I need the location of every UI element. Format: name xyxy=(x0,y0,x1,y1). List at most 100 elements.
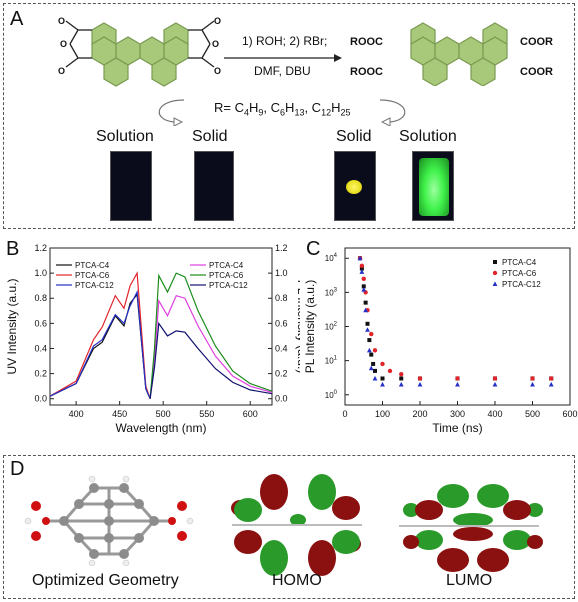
hydrogen-atom xyxy=(122,476,130,483)
y-tick-exponent: 0 xyxy=(334,390,338,396)
data-point-ptca-c4 xyxy=(380,376,385,381)
orbital-lobe xyxy=(453,527,493,541)
orbital-lobe xyxy=(453,513,493,527)
legend-label: PTCA-C6 xyxy=(502,269,537,278)
data-point-ptca-c6 xyxy=(492,376,498,381)
y-tick-label: 101 xyxy=(325,356,338,366)
series-line-ptca-c12 xyxy=(49,289,151,399)
reaction-arrow xyxy=(224,54,342,62)
hydrogen-atom xyxy=(24,517,32,525)
orbital-lobe xyxy=(437,548,469,572)
orbital-lobe xyxy=(260,474,288,510)
x-tick-label: 400 xyxy=(69,409,84,419)
legend-label: PTCA-C12 xyxy=(75,281,114,290)
x-tick-label: 600 xyxy=(562,409,577,419)
data-point-ptca-c6 xyxy=(361,276,366,281)
lumo-orbital xyxy=(399,484,543,572)
caption-solid-left: Solid xyxy=(192,128,228,145)
orbital-lobe xyxy=(415,530,443,550)
data-point-ptca-c12 xyxy=(492,381,498,387)
orbital-lobe xyxy=(503,530,531,550)
orbital-lobe xyxy=(308,540,336,576)
series-line-ptca-c6 xyxy=(149,272,273,399)
legend-marker xyxy=(493,260,497,264)
legend-label: PTCA-C12 xyxy=(209,281,248,290)
orbital-lobe xyxy=(437,484,469,508)
data-point-ptca-c4 xyxy=(373,368,377,373)
data-point-ptca-c12 xyxy=(380,381,385,387)
panel-d: D xyxy=(3,455,575,599)
data-point-ptca-c12 xyxy=(357,255,363,261)
orbital-lobe xyxy=(234,530,262,554)
x-axis-label: Time (ns) xyxy=(432,421,482,435)
data-point-ptca-c6 xyxy=(359,263,365,269)
carbon-atom xyxy=(89,483,99,493)
oxygen-label: O xyxy=(214,66,221,76)
y-tick-label-right: 0.6 xyxy=(275,318,288,328)
y-tick-label: 0.4 xyxy=(34,343,47,353)
panel-b-label: B xyxy=(6,238,20,260)
data-point-ptca-c4 xyxy=(359,266,364,271)
carbon-atom xyxy=(134,533,144,543)
carbon-atom xyxy=(104,516,114,526)
oxygen-label: O xyxy=(58,66,65,76)
x-tick-label: 500 xyxy=(525,409,540,419)
data-point-ptca-c12 xyxy=(368,365,374,371)
data-point-ptca-c6 xyxy=(455,376,460,381)
y-tick-label: 0.6 xyxy=(34,318,47,328)
data-point-ptca-c6 xyxy=(399,372,404,377)
carbon-atom xyxy=(134,499,144,509)
orbital-lobe xyxy=(527,503,543,517)
data-point-ptca-c12 xyxy=(530,381,535,387)
caption-solution-right: Solution xyxy=(399,128,457,145)
data-point-ptca-c12 xyxy=(366,347,372,353)
ring xyxy=(103,57,129,87)
y-tick-exponent: 1 xyxy=(334,356,338,362)
oxygen-label: O xyxy=(214,16,221,26)
x-axis-label: Wavelength (nm) xyxy=(116,421,207,435)
legend-marker xyxy=(492,270,498,276)
product-molecule xyxy=(410,22,508,86)
caption-lumo: LUMO xyxy=(446,572,493,589)
ring xyxy=(410,22,436,46)
legend-label: PTCA-C6 xyxy=(75,271,110,280)
caption-solution-left: Solution xyxy=(96,128,154,145)
oxygen-atom xyxy=(177,501,187,511)
oxygen-label: O xyxy=(58,16,65,26)
orbital-lobe xyxy=(290,514,306,526)
carbon-atom xyxy=(89,549,99,559)
plot-frame xyxy=(49,247,273,406)
series-line-ptca-c4 xyxy=(49,292,151,399)
y-tick-label-right: 0.4 xyxy=(275,343,288,353)
orbital-lobe xyxy=(332,496,360,520)
y-tick-label-right: 1.0 xyxy=(275,268,288,278)
oxygen-atom xyxy=(31,501,41,511)
carbon-atom xyxy=(119,549,129,559)
data-point-ptca-c12 xyxy=(455,381,460,387)
carbon-atom xyxy=(74,533,84,543)
x-tick-label: 400 xyxy=(487,409,502,419)
ring xyxy=(151,57,177,87)
oxygen-label: O xyxy=(60,39,67,49)
vial-solid-yellow xyxy=(334,151,376,221)
carbon-atom xyxy=(59,516,69,526)
y-tick-label: 0.8 xyxy=(34,293,47,303)
carbon-atom xyxy=(104,533,114,543)
y-axis-label: PL Intensity (a.u.) xyxy=(303,280,317,374)
caption-solid-right: Solid xyxy=(336,128,372,145)
legend-label: PTCA-C4 xyxy=(75,261,110,270)
curved-arrow-right-icon xyxy=(379,99,406,126)
orbital-lobe xyxy=(308,474,336,510)
data-point-ptca-c4 xyxy=(399,376,404,381)
ring xyxy=(422,57,448,86)
oxygen-atom xyxy=(31,531,41,541)
data-point-ptca-c4 xyxy=(361,284,366,289)
green-solution-glow xyxy=(419,158,449,216)
legend-label: PTCA-C12 xyxy=(502,280,541,289)
orbital-lobe xyxy=(477,548,509,572)
legend-marker xyxy=(492,281,498,286)
data-point-ptca-c4 xyxy=(363,300,368,305)
panel-a: A O O O O O O xyxy=(3,3,575,229)
hydrogen-atom xyxy=(186,517,194,525)
